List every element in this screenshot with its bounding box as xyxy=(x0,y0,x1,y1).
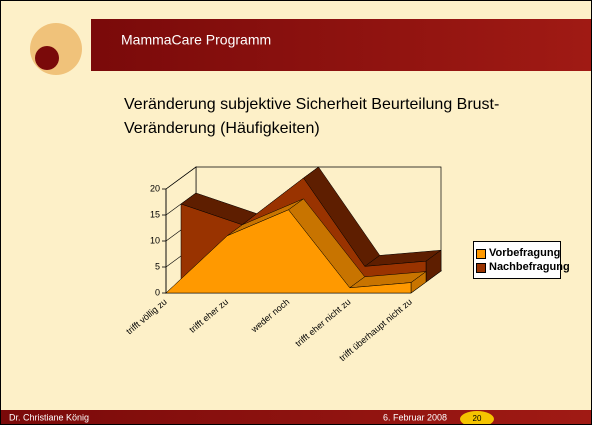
header-band xyxy=(91,19,591,71)
x-tick-label: trifft eher zu xyxy=(187,297,230,335)
legend-item: Vorbefragung xyxy=(476,247,561,259)
legend-swatch xyxy=(476,263,486,273)
header-title: MammaCare Programm xyxy=(121,32,271,48)
x-tick-label: trifft völlig zu xyxy=(124,297,169,337)
legend: Vorbefragung Nachbefragung xyxy=(473,241,570,279)
x-tick-label: weder noch xyxy=(248,297,291,335)
y-tick-label: 5 xyxy=(155,261,160,271)
grid-line xyxy=(165,166,197,190)
legend-item: Nachbefragung xyxy=(476,261,570,273)
footer-author: Dr. Christiane König xyxy=(9,412,89,422)
footer-date: 6. Februar 2008 xyxy=(383,412,447,422)
legend-label: Nachbefragung xyxy=(489,261,570,273)
y-tick-label: 0 xyxy=(155,287,160,297)
logo xyxy=(30,23,82,75)
x-tick-label: trifft eher nicht zu xyxy=(293,297,352,349)
chart-title: Veränderung subjektive Sicherheit Beurte… xyxy=(124,96,500,137)
legend-swatch xyxy=(476,249,486,259)
y-tick-label: 15 xyxy=(150,209,160,219)
page-badge xyxy=(460,411,494,424)
y-tick-label: 10 xyxy=(150,235,160,245)
legend-label: Vorbefragung xyxy=(489,247,561,259)
footer-band xyxy=(1,410,591,424)
y-tick-label: 20 xyxy=(150,183,160,193)
logo-dot xyxy=(35,46,59,70)
page-number: 20 xyxy=(473,414,482,423)
area xyxy=(165,209,412,294)
